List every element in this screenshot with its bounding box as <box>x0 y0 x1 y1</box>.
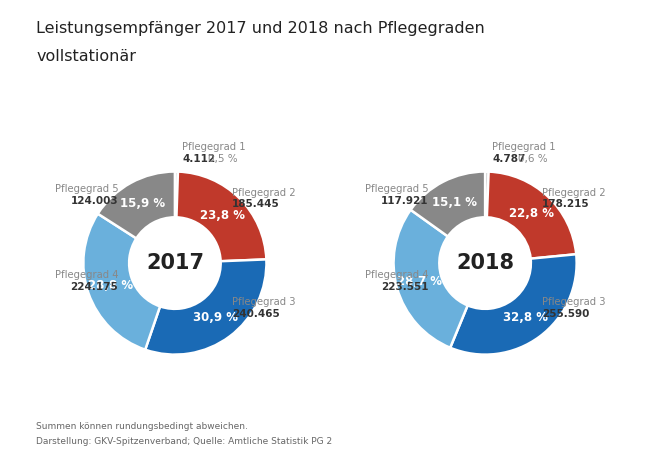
Text: Pflegegrad 5: Pflegegrad 5 <box>55 184 118 194</box>
Text: 117.921: 117.921 <box>381 196 428 206</box>
Text: 124.003: 124.003 <box>71 196 118 206</box>
Text: 15,1 %: 15,1 % <box>432 196 477 209</box>
Wedge shape <box>98 171 175 239</box>
Text: 4.787: 4.787 <box>492 154 526 164</box>
Text: 0,6 %: 0,6 % <box>518 154 548 164</box>
Text: 28,8 %: 28,8 % <box>88 279 133 292</box>
Text: 30,9 %: 30,9 % <box>193 311 238 324</box>
Wedge shape <box>145 260 267 355</box>
Text: 185.445: 185.445 <box>232 199 279 210</box>
Text: 22,8 %: 22,8 % <box>509 207 554 220</box>
Text: 255.590: 255.590 <box>542 309 589 319</box>
Text: 0,5 %: 0,5 % <box>208 154 238 164</box>
Text: 2017: 2017 <box>146 253 204 273</box>
Text: 240.465: 240.465 <box>232 309 279 319</box>
Text: Leistungsempfänger 2017 und 2018 nach Pflegegraden: Leistungsempfänger 2017 und 2018 nach Pf… <box>36 21 485 36</box>
Text: 178.215: 178.215 <box>542 199 589 210</box>
Wedge shape <box>83 214 160 350</box>
Text: 32,8 %: 32,8 % <box>503 311 548 324</box>
Wedge shape <box>485 171 488 217</box>
Wedge shape <box>450 254 577 355</box>
Text: 15,9 %: 15,9 % <box>120 197 165 210</box>
Text: Pflegegrad 1: Pflegegrad 1 <box>182 142 246 152</box>
Text: Pflegegrad 5: Pflegegrad 5 <box>365 184 428 194</box>
Wedge shape <box>411 171 485 236</box>
Text: Pflegegrad 3: Pflegegrad 3 <box>542 297 605 308</box>
Text: Darstellung: GKV-Spitzenverband; Quelle: Amtliche Statistik PG 2: Darstellung: GKV-Spitzenverband; Quelle:… <box>36 438 333 446</box>
Text: Pflegegrad 2: Pflegegrad 2 <box>542 188 605 198</box>
Wedge shape <box>487 171 576 259</box>
Text: 223.551: 223.551 <box>381 282 428 292</box>
Text: 4.112: 4.112 <box>182 154 215 164</box>
Text: Pflegegrad 2: Pflegegrad 2 <box>232 188 295 198</box>
Text: Pflegegrad 4: Pflegegrad 4 <box>55 270 118 280</box>
Text: Pflegegrad 3: Pflegegrad 3 <box>232 297 295 308</box>
Text: Summen können rundungsbedingt abweichen.: Summen können rundungsbedingt abweichen. <box>36 422 248 431</box>
Text: 28,7 %: 28,7 % <box>397 275 442 288</box>
Text: 2018: 2018 <box>456 253 514 273</box>
Text: 224.175: 224.175 <box>71 282 118 292</box>
Text: Pflegegrad 4: Pflegegrad 4 <box>365 270 428 280</box>
Wedge shape <box>393 210 468 348</box>
Text: Pflegegrad 1: Pflegegrad 1 <box>492 142 556 152</box>
Text: vollstationär: vollstationär <box>36 49 137 64</box>
Wedge shape <box>175 171 178 217</box>
Text: 23,8 %: 23,8 % <box>200 208 245 221</box>
Wedge shape <box>176 171 267 261</box>
